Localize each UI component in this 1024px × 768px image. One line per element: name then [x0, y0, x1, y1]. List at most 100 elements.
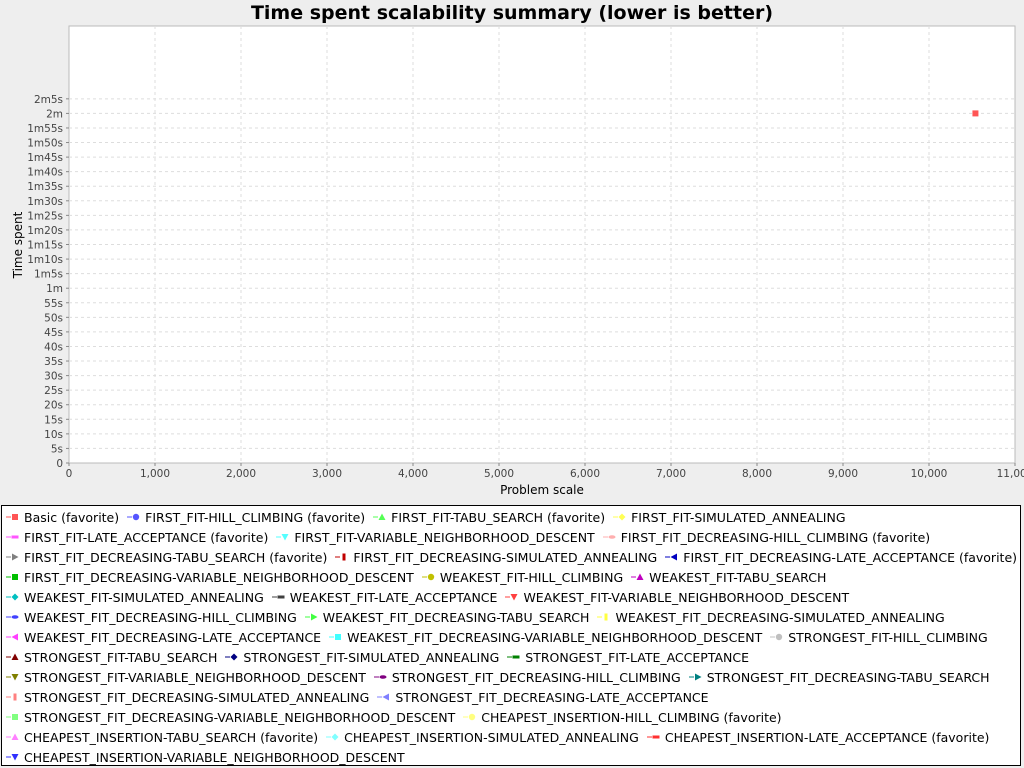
- legend-label: FIRST_FIT-HILL_CLIMBING (favorite): [145, 509, 366, 525]
- x-tick-label: 10,000: [911, 468, 948, 480]
- legend-row: WEAKEST_FIT_DECREASING-HILL_CLIMBING WEAK…: [6, 607, 1020, 627]
- x-tick-label: 8,000: [742, 468, 772, 480]
- legend-label: STRONGEST_FIT_DECREASING-TABU_SEARCH: [706, 669, 990, 685]
- legend-marker: [11, 593, 19, 601]
- legend-item: FIRST_FIT-SIMULATED_ANNEALING: [613, 510, 846, 525]
- legend-label: STRONGEST_FIT_DECREASING-LATE_ACCEPTANCE: [395, 689, 709, 705]
- legend-item: CHEAPEST_INSERTION-VARIABLE_NEIGHBORHOOD…: [6, 750, 405, 765]
- legend-label: STRONGEST_FIT_DECREASING-HILL_CLIMBING: [391, 669, 681, 685]
- legend-marker-icon: [6, 674, 19, 681]
- y-tick-label: 1m25s: [27, 210, 63, 222]
- legend-item: WEAKEST_FIT_DECREASING-SIMULATED_ANNEALI…: [597, 610, 945, 625]
- legend-label: STRONGEST_FIT-VARIABLE_NEIGHBORHOOD_DESC…: [24, 669, 366, 685]
- x-tick-label: 4,000: [398, 468, 428, 480]
- legend-marker: [12, 714, 18, 720]
- legend-marker: [512, 655, 520, 659]
- legend-marker-icon: [6, 615, 19, 619]
- chart: Time spent scalability summary (lower is…: [11, 2, 1024, 497]
- legend-marker-icon: [6, 653, 19, 660]
- legend-marker-icon: [377, 693, 390, 701]
- legend-item: WEAKEST_FIT_DECREASING-TABU_SEARCH: [304, 610, 589, 625]
- x-axis-ticks: 0 1,000 2,000 3,000 4,000 5,000 6,000 7,000 8,00…: [66, 463, 1024, 480]
- legend-marker: [13, 693, 17, 701]
- y-axis-label: Time spent: [11, 211, 25, 279]
- legend-marker-icon: [688, 673, 702, 681]
- data-points: [972, 110, 979, 117]
- legend-marker-icon: [665, 553, 678, 561]
- legend-marker: [277, 595, 285, 599]
- legend-marker: [427, 573, 435, 581]
- legend-row: STRONGEST_FIT-VARIABLE_NEIGHBORHOOD_DESC…: [6, 667, 1020, 687]
- legend-item: WEAKEST_FIT-TABU_SEARCH: [631, 570, 826, 585]
- legend-marker-icon: [335, 553, 346, 561]
- legend-marker: [335, 634, 342, 640]
- legend-marker-icon: [6, 553, 19, 561]
- legend-label: WEAKEST_FIT-HILL_CLIMBING: [439, 569, 624, 585]
- y-tick-label: 15s: [44, 414, 63, 426]
- legend-marker-icon: [646, 735, 660, 739]
- legend-marker: [310, 613, 318, 621]
- y-tick-label: 1m45s: [27, 152, 63, 164]
- legend-marker: [618, 513, 626, 521]
- legend-marker: [12, 553, 19, 561]
- legend-label: FIRST_FIT_DECREASING-LATE_ACCEPTANCE (fa…: [683, 549, 1018, 565]
- legend-label: CHEAPEST_INSERTION-HILL_CLIMBING (favori…: [481, 709, 782, 725]
- legend-item: WEAKEST_FIT-LATE_ACCEPTANCE: [271, 590, 497, 605]
- legend-item: STRONGEST_FIT_DECREASING-LATE_ACCEPTANCE: [377, 689, 709, 705]
- y-tick-label: 25s: [44, 385, 63, 397]
- legend-marker-icon: [463, 713, 476, 721]
- legend-marker: [342, 553, 346, 561]
- legend-label: CHEAPEST_INSERTION-VARIABLE_NEIGHBORHOOD…: [24, 749, 405, 765]
- legend-label: STRONGEST_FIT-LATE_ACCEPTANCE: [525, 649, 750, 665]
- legend-marker-icon: [631, 573, 644, 580]
- legend-marker-icon: [329, 634, 342, 640]
- legend-marker: [11, 615, 19, 619]
- legend-marker-icon: [373, 675, 387, 679]
- legend-marker: [382, 693, 390, 701]
- y-tick-label: 50s: [44, 312, 63, 324]
- legend-marker: [230, 653, 238, 661]
- legend-label: STRONGEST_FIT_DECREASING-VARIABLE_NEIGHB…: [24, 709, 456, 725]
- y-tick-label: 0: [56, 458, 63, 470]
- grid-lines: [69, 26, 1015, 463]
- legend-item: FIRST_FIT-VARIABLE_NEIGHBORHOOD_DESCENT: [276, 529, 595, 545]
- x-tick-label: 1,000: [140, 468, 170, 480]
- legend-item: FIRST_FIT-LATE_ACCEPTANCE (favorite): [6, 530, 268, 545]
- legend-label: CHEAPEST_INSERTION-TABU_SEARCH (favorite…: [24, 729, 319, 745]
- legend-marker-icon: [6, 514, 18, 520]
- legend-label: WEAKEST_FIT-VARIABLE_NEIGHBORHOOD_DESCEN…: [523, 589, 850, 605]
- legend-marker: [379, 675, 387, 679]
- y-axis-ticks: 0 5s 10s 15s 20s 25s 30s 35s 40s 45s 50s 55s 1m 1m5s 1…: [27, 94, 69, 470]
- y-tick-label: 45s: [44, 327, 63, 339]
- legend-item: STRONGEST_FIT_DECREASING-SIMULATED_ANNEA…: [6, 690, 369, 705]
- legend-marker-icon: [271, 595, 285, 599]
- legend-marker-icon: [225, 653, 238, 661]
- x-tick-label: 2,000: [226, 468, 256, 480]
- legend-item: STRONGEST_FIT-VARIABLE_NEIGHBORHOOD_DESC…: [6, 670, 366, 685]
- legend-marker: [281, 534, 289, 541]
- legend-label: WEAKEST_FIT-TABU_SEARCH: [649, 569, 827, 585]
- y-tick-label: 1m50s: [27, 138, 63, 150]
- legend-item: STRONGEST_FIT-HILL_CLIMBING: [770, 630, 988, 645]
- legend-row: Basic (favorite) FIRST_FIT-HILL_CLIMBING …: [6, 507, 1020, 527]
- legend-label: WEAKEST_FIT_DECREASING-VARIABLE_NEIGHBOR…: [347, 629, 763, 645]
- y-tick-label: 2m5s: [34, 94, 63, 106]
- y-tick-label: 1m55s: [27, 123, 63, 135]
- y-tick-label: 35s: [44, 356, 63, 368]
- legend-marker: [636, 573, 644, 580]
- legend-label: STRONGEST_FIT-SIMULATED_ANNEALING: [243, 649, 500, 665]
- legend-label: FIRST_FIT_DECREASING-SIMULATED_ANNEALING: [353, 549, 658, 565]
- legend-label: FIRST_FIT-TABU_SEARCH (favorite): [391, 509, 606, 525]
- legend-label: STRONGEST_FIT-TABU_SEARCH: [24, 649, 218, 665]
- legend-marker-icon: [276, 534, 289, 541]
- legend-row: STRONGEST_FIT_DECREASING-VARIABLE_NEIGHB…: [6, 707, 1020, 727]
- legend-marker: [776, 633, 783, 641]
- legend-item: STRONGEST_FIT-SIMULATED_ANNEALING: [225, 650, 499, 665]
- legend-marker-icon: [6, 574, 18, 580]
- legend-label: FIRST_FIT-VARIABLE_NEIGHBORHOOD_DESCENT: [294, 529, 595, 545]
- legend-item: WEAKEST_FIT-HILL_CLIMBING: [421, 569, 624, 585]
- legend-marker: [604, 613, 608, 621]
- y-tick-label: 1m30s: [27, 196, 63, 208]
- legend-label: Basic (favorite): [24, 509, 120, 525]
- legend-item: WEAKEST_FIT-VARIABLE_NEIGHBORHOOD_DESCEN…: [505, 590, 849, 605]
